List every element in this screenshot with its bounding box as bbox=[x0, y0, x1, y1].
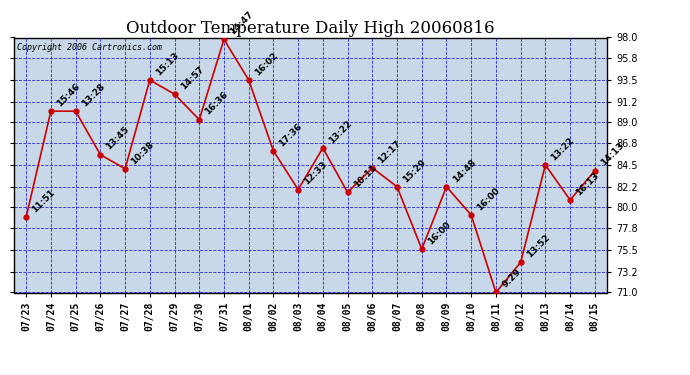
Text: 9:29: 9:29 bbox=[500, 267, 522, 290]
Text: 10:38: 10:38 bbox=[129, 140, 156, 166]
Text: 16:00: 16:00 bbox=[475, 186, 502, 212]
Text: 14:13: 14:13 bbox=[599, 141, 626, 168]
Text: 10:11: 10:11 bbox=[352, 163, 378, 190]
Text: 14:47: 14:47 bbox=[228, 10, 255, 37]
Text: 13:28: 13:28 bbox=[80, 82, 106, 108]
Text: 16:13: 16:13 bbox=[574, 171, 601, 197]
Text: 14:57: 14:57 bbox=[179, 64, 206, 92]
Text: 12:17: 12:17 bbox=[377, 138, 403, 165]
Text: 17:36: 17:36 bbox=[277, 122, 304, 148]
Text: Copyright 2006 Cartronics.com: Copyright 2006 Cartronics.com bbox=[17, 43, 161, 52]
Text: 13:22: 13:22 bbox=[327, 118, 354, 145]
Text: 16:00: 16:00 bbox=[426, 220, 453, 246]
Text: 13:45: 13:45 bbox=[104, 125, 131, 152]
Text: 11:51: 11:51 bbox=[30, 188, 57, 214]
Text: 16:02: 16:02 bbox=[253, 51, 279, 77]
Text: 16:36: 16:36 bbox=[204, 90, 230, 117]
Text: 15:29: 15:29 bbox=[401, 157, 428, 184]
Title: Outdoor Temperature Daily High 20060816: Outdoor Temperature Daily High 20060816 bbox=[126, 20, 495, 38]
Text: 12:33: 12:33 bbox=[302, 160, 329, 187]
Text: 14:48: 14:48 bbox=[451, 157, 477, 184]
Text: 15:46: 15:46 bbox=[55, 82, 81, 108]
Text: 13:22: 13:22 bbox=[549, 136, 576, 162]
Text: 13:52: 13:52 bbox=[525, 233, 551, 260]
Text: 15:13: 15:13 bbox=[154, 51, 181, 77]
